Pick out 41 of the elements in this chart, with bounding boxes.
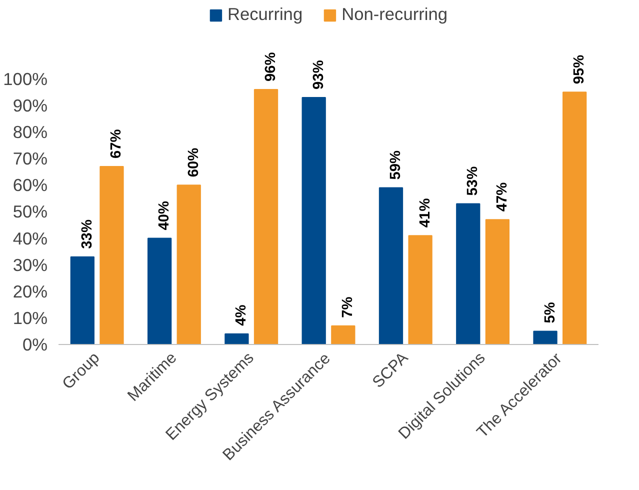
y-tick-label: 40%: [12, 228, 48, 248]
bar: [378, 187, 404, 344]
y-tick-label: 20%: [12, 281, 48, 302]
data-label: 33%: [79, 220, 96, 249]
legend-label: Non-recurring: [342, 4, 448, 25]
data-label: 4%: [234, 304, 250, 326]
bar: [331, 325, 356, 344]
bar: [562, 92, 587, 344]
bar: [147, 238, 172, 344]
data-label: 93%: [310, 60, 327, 90]
legend-label: Recurring: [227, 4, 303, 25]
data-label: 53%: [465, 166, 482, 196]
bar: [408, 235, 432, 344]
y-tick-label: 80%: [12, 122, 48, 142]
data-label: 96%: [263, 52, 280, 82]
bar: [70, 256, 94, 344]
y-tick-label: 50%: [12, 202, 48, 222]
y-tick-label: 10%: [12, 308, 48, 328]
y-tick-label: 100%: [3, 68, 48, 89]
data-label: 95%: [572, 54, 588, 84]
y-tick-label: 70%: [12, 148, 48, 169]
data-label: 5%: [542, 302, 558, 324]
bar: [254, 89, 278, 344]
y-tick-label: 60%: [12, 175, 48, 196]
data-label: 47%: [494, 182, 510, 212]
data-label: 67%: [108, 129, 125, 159]
bar: [100, 166, 124, 344]
data-label: 7%: [340, 296, 356, 318]
y-tick-label: 0%: [22, 334, 48, 354]
data-label: 60%: [186, 148, 202, 178]
data-label: 40%: [156, 200, 173, 230]
bar: [176, 184, 201, 344]
bar: [533, 330, 558, 344]
y-tick-label: 90%: [12, 95, 48, 116]
data-label: 41%: [417, 198, 434, 228]
y-tick-label: 30%: [12, 254, 48, 275]
bar: [302, 96, 326, 344]
data-label: 59%: [388, 150, 404, 180]
bar: [456, 203, 480, 344]
bar: [485, 219, 510, 344]
bar: [224, 333, 249, 344]
